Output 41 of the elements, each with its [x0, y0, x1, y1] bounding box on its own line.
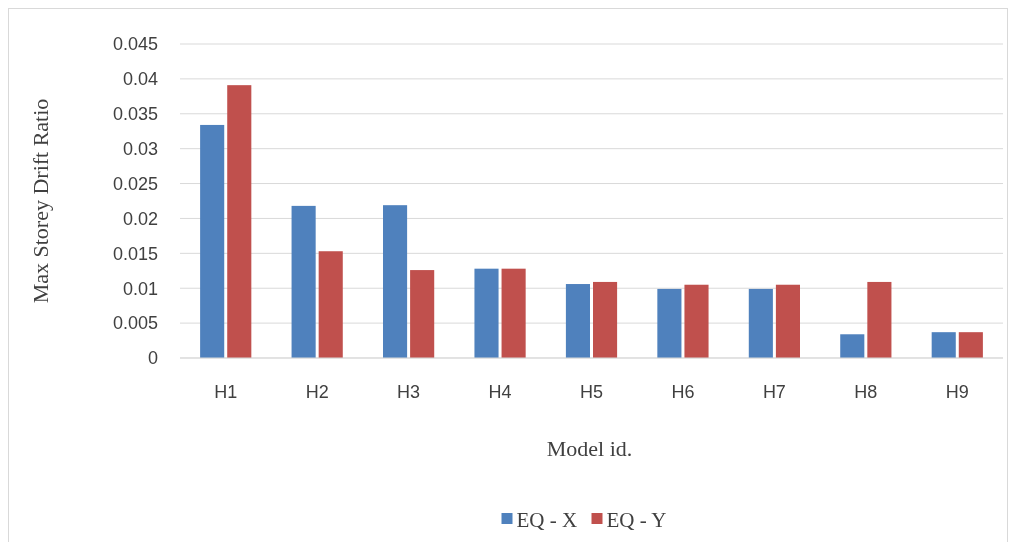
- y-tick-label: 0.035: [112, 104, 158, 125]
- bar: [657, 288, 682, 358]
- bar: [565, 284, 590, 358]
- y-tick-label: 0.045: [112, 34, 158, 55]
- x-axis-title: Model id.: [546, 436, 633, 461]
- bar: [474, 268, 499, 358]
- legend-label: EQ - Y: [606, 508, 667, 533]
- bar: [410, 270, 435, 358]
- bar: [291, 205, 316, 358]
- bar: [840, 334, 865, 358]
- bar: [867, 281, 892, 358]
- x-tick-label: H6: [671, 382, 695, 402]
- bar: [748, 288, 773, 358]
- bar: [931, 332, 956, 358]
- bar: [227, 85, 252, 358]
- bar: [383, 205, 408, 358]
- bar: [684, 284, 709, 358]
- y-tick-label: 0.025: [112, 173, 158, 194]
- y-tick-label: 0: [147, 348, 158, 369]
- x-tick-label: H3: [397, 382, 421, 402]
- bar: [593, 281, 618, 358]
- y-tick-label: 0.02: [122, 208, 158, 229]
- y-tick-label: 0.005: [112, 313, 158, 334]
- bar: [501, 268, 526, 358]
- bar: [958, 332, 983, 358]
- x-tick-label: H2: [305, 382, 329, 402]
- y-tick-label: 0.04: [122, 69, 158, 90]
- x-tick-label: H8: [854, 382, 878, 402]
- y-tick-label: 0.01: [122, 278, 158, 299]
- y-axis-title: Max Storey Drift Ratio: [28, 98, 53, 304]
- bar: [318, 251, 343, 358]
- x-tick-label: H7: [762, 382, 786, 402]
- legend-label: EQ - X: [516, 508, 578, 533]
- x-tick-label: H4: [488, 382, 512, 402]
- bar: [200, 124, 225, 358]
- x-tick-label: H1: [214, 382, 238, 402]
- bar: [775, 284, 800, 358]
- y-tick-label: 0.03: [122, 138, 158, 159]
- y-tick-label: 0.015: [112, 243, 158, 264]
- x-tick-label: H9: [945, 382, 969, 402]
- x-tick-label: H5: [579, 382, 604, 402]
